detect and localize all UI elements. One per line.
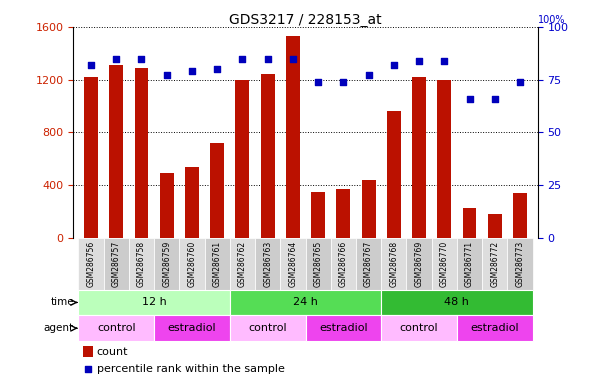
Text: GSM286758: GSM286758: [137, 240, 146, 286]
Point: [162, 72, 172, 78]
Bar: [437, 79, 452, 238]
Text: GSM286767: GSM286767: [364, 240, 373, 287]
Point: [338, 79, 348, 85]
Text: GSM286773: GSM286773: [516, 240, 524, 287]
Bar: [280, 238, 306, 290]
Point: [83, 366, 93, 372]
Bar: [306, 315, 381, 341]
Bar: [463, 208, 477, 238]
Text: GSM286761: GSM286761: [213, 240, 222, 286]
Text: 24 h: 24 h: [293, 298, 318, 308]
Text: estradiol: estradiol: [470, 323, 519, 333]
Bar: [482, 238, 507, 290]
Bar: [255, 238, 280, 290]
Text: control: control: [400, 323, 438, 333]
Text: GSM286763: GSM286763: [263, 240, 272, 287]
Bar: [78, 315, 154, 341]
Text: GSM286771: GSM286771: [465, 240, 474, 286]
Text: GSM286764: GSM286764: [288, 240, 298, 287]
Text: estradiol: estradiol: [319, 323, 368, 333]
Text: GSM286760: GSM286760: [188, 240, 196, 287]
Text: estradiol: estradiol: [167, 323, 216, 333]
Bar: [381, 315, 457, 341]
Bar: [179, 238, 205, 290]
Point: [439, 58, 449, 64]
Text: count: count: [97, 347, 128, 357]
Bar: [406, 238, 432, 290]
Point: [288, 55, 298, 61]
Bar: [82, 346, 93, 357]
Point: [364, 72, 373, 78]
Bar: [78, 238, 104, 290]
Bar: [381, 290, 533, 315]
Point: [490, 96, 500, 102]
Point: [111, 55, 121, 61]
Bar: [154, 315, 230, 341]
Bar: [412, 77, 426, 238]
Text: GSM286770: GSM286770: [440, 240, 449, 287]
Text: control: control: [248, 323, 287, 333]
Bar: [507, 238, 533, 290]
Bar: [159, 173, 174, 238]
Text: GSM286756: GSM286756: [87, 240, 95, 287]
Bar: [230, 290, 381, 315]
Text: control: control: [97, 323, 136, 333]
Bar: [109, 65, 123, 238]
Text: GSM286772: GSM286772: [490, 240, 499, 286]
Bar: [235, 79, 249, 238]
Point: [212, 66, 222, 72]
Bar: [230, 315, 306, 341]
Bar: [185, 167, 199, 238]
Text: time: time: [50, 298, 74, 308]
Bar: [78, 290, 230, 315]
Point: [414, 58, 424, 64]
Bar: [261, 74, 274, 238]
Text: 100%: 100%: [538, 15, 565, 25]
Text: percentile rank within the sample: percentile rank within the sample: [97, 364, 284, 374]
Bar: [457, 238, 482, 290]
Point: [137, 55, 147, 61]
Text: GSM286769: GSM286769: [415, 240, 423, 287]
Bar: [311, 192, 325, 238]
Text: GSM286765: GSM286765: [313, 240, 323, 287]
Text: GSM286762: GSM286762: [238, 240, 247, 286]
Text: 48 h: 48 h: [444, 298, 469, 308]
Text: GSM286768: GSM286768: [389, 240, 398, 286]
Bar: [362, 180, 376, 238]
Bar: [432, 238, 457, 290]
Bar: [154, 238, 179, 290]
Bar: [230, 238, 255, 290]
Text: GSM286766: GSM286766: [339, 240, 348, 287]
Point: [238, 55, 247, 61]
Text: 12 h: 12 h: [142, 298, 166, 308]
Bar: [457, 315, 533, 341]
Bar: [286, 36, 300, 238]
Point: [464, 96, 474, 102]
Text: GSM286757: GSM286757: [112, 240, 121, 287]
Point: [389, 62, 399, 68]
Bar: [129, 238, 154, 290]
Bar: [331, 238, 356, 290]
Bar: [84, 77, 98, 238]
Bar: [205, 238, 230, 290]
Bar: [306, 238, 331, 290]
Point: [515, 79, 525, 85]
Bar: [356, 238, 381, 290]
Bar: [134, 68, 148, 238]
Bar: [387, 111, 401, 238]
Bar: [513, 193, 527, 238]
Point: [187, 68, 197, 74]
Bar: [488, 214, 502, 238]
Text: agent: agent: [44, 323, 74, 333]
Point: [313, 79, 323, 85]
Title: GDS3217 / 228153_at: GDS3217 / 228153_at: [229, 13, 382, 27]
Text: GSM286759: GSM286759: [162, 240, 171, 287]
Bar: [104, 238, 129, 290]
Point: [263, 55, 273, 61]
Point: [86, 62, 96, 68]
Bar: [210, 143, 224, 238]
Bar: [337, 189, 350, 238]
Bar: [381, 238, 406, 290]
